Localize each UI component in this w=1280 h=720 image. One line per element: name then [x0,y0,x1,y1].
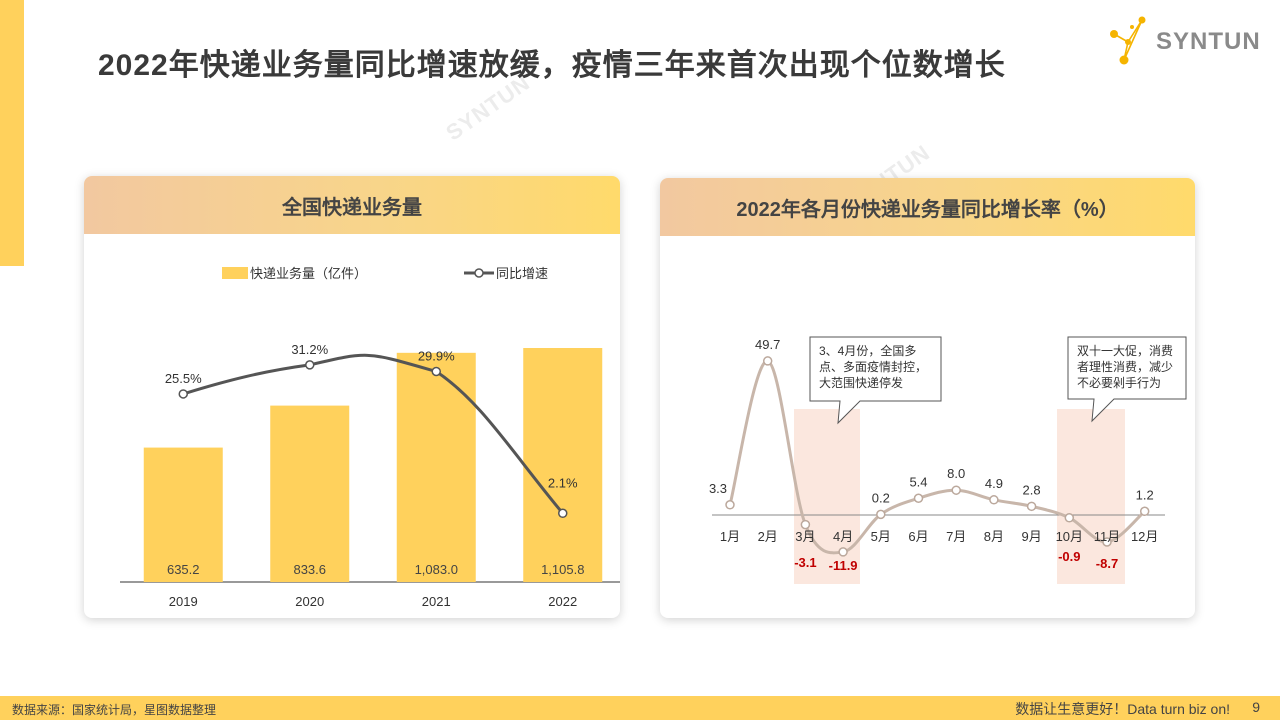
month-point [725,500,735,510]
x-tick-label: 2020 [295,594,324,609]
annotation-callout [1067,336,1187,423]
footer-bar: 数据来源：国家统计局，星图数据整理 数据让生意更好！Data turn biz … [0,696,1280,720]
growth-line [182,353,564,515]
month-value-label: 5.4 [909,474,927,489]
card-title: 2022年各月份快递业务量同比增长率（%） [660,178,1195,236]
x-tick-label: 6月 [908,529,928,544]
month-value-label: 3.3 [709,481,727,496]
growth-point [178,389,188,399]
legend-line-label: 同比增速 [496,266,548,281]
page-title: 2022年快递业务量同比增速放缓，疫情三年来首次出现个位数增长 [98,49,1006,82]
month-point [913,493,924,504]
monthly-growth-chart: 3.3 1月 49.7 2月 -3.1 3月 -11.9 4月 0.2 5月 5.4 6月 8.0 7月 4… [709,336,1187,584]
card-title: 全国快递业务量 [84,176,620,234]
x-tick-label: 11月 [1094,529,1121,544]
x-tick-label: 9月 [1021,529,1041,544]
x-tick-label: 8月 [984,529,1004,544]
x-tick-label: 2月 [758,529,778,544]
bar-2021 [396,352,476,582]
month-value-label: -11.9 [829,558,858,573]
month-value-label: -0.9 [1058,549,1080,564]
annotation-callout [809,336,942,425]
x-tick-label: 1月 [720,529,740,544]
bar-2019 [143,447,223,582]
x-tick-label: 7月 [946,529,966,544]
month-value-label: 49.7 [755,337,780,352]
month-point [1139,506,1150,517]
growth-point [431,366,441,377]
growth-label: 2.1% [548,475,578,490]
legend-bar-label: 快递业务量（亿件） [250,266,367,281]
month-value-label: -8.7 [1096,556,1118,571]
month-point [1102,537,1112,547]
month-value-label: 0.2 [872,490,890,505]
bar-value-label: 833.6 [293,562,326,577]
month-point [800,519,811,530]
legend-line-marker [474,268,484,278]
month-point [876,509,886,520]
annotation-text: 不必要剁手行为 [1077,376,1161,390]
x-tick-label: 4月 [833,529,853,544]
legend-bar-swatch [222,267,248,279]
month-point [1026,501,1037,512]
accent-bar [0,0,24,266]
month-value-label: 4.9 [985,476,1003,491]
month-value-label: 1.2 [1136,487,1154,502]
month-point [838,547,848,557]
x-tick-label: 5月 [871,529,891,544]
monthly-growth-card: 2022年各月份快递业务量同比增长率（%） 3.3 1月 49.7 2月 -3.1 3月 -… [660,178,1195,618]
month-point [989,495,999,505]
month-point [951,485,961,495]
growth-label: 31.2% [291,342,328,357]
highlight-band [1057,409,1125,584]
month-point [762,356,773,366]
x-tick-label: 2021 [422,594,451,609]
annotation-text: 双十一大促，消费 [1077,344,1173,358]
x-tick-label: 12月 [1131,529,1158,544]
bar-value-label: 1,105.8 [541,562,584,577]
data-source: 数据来源：国家统计局，星图数据整理 [12,703,217,717]
annotation-text: 3、4月份，全国多 [819,343,916,358]
growth-point [305,360,315,370]
bar-value-label: 635.2 [167,562,200,577]
slogan: 数据让生意更好！Data turn biz on! [1015,701,1230,717]
bar-2022 [523,348,603,582]
x-tick-label: 10月 [1056,529,1083,544]
month-value-label: 8.0 [947,466,965,481]
page-number: 9 [1252,699,1260,715]
month-value-label: 2.8 [1023,482,1041,497]
month-point [1064,513,1075,523]
express-volume-chart: 快递业务量（亿件） 同比增速 635.2 2019 833.6 2020 1,083.0… [120,266,620,609]
logo-icon [1110,16,1146,65]
express-volume-card: 全国快递业务量 快递业务量（亿件） 同比增速 635.2 2019 833.6 202… [84,176,620,618]
x-tick-label: 2019 [169,594,198,609]
bar-2020 [270,405,350,582]
growth-label: 29.9% [418,349,455,364]
x-tick-label: 3月 [795,529,815,544]
growth-point [558,508,568,519]
bar-value-label: 1,083.0 [415,562,458,577]
company-logo: SYNTUN [1102,12,1262,68]
x-tick-label: 2022 [548,594,577,609]
annotation-text: 大范围快递停发 [819,375,903,390]
month-value-label: -3.1 [794,555,816,570]
annotation-text: 点、多面疫情封控， [819,359,927,374]
logo-text: SYNTUN [1156,28,1261,55]
annotation-text: 者理性消费，减少 [1077,360,1173,374]
growth-label: 25.5% [165,371,202,386]
highlight-band [794,409,860,584]
